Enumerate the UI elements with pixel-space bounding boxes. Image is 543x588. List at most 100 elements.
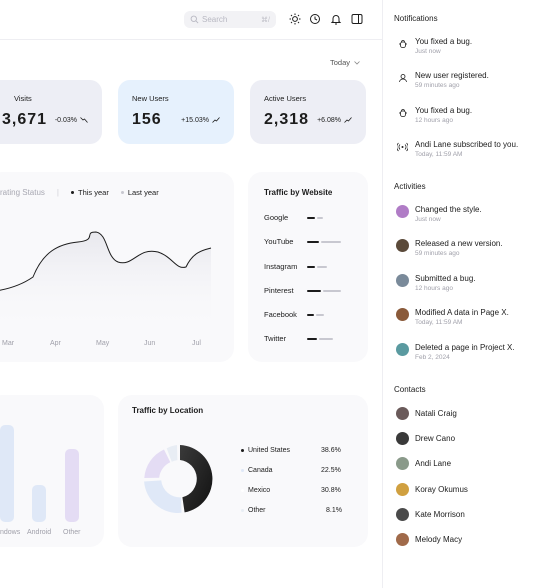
location-row: Mexico [241, 487, 270, 494]
website-bar-bg [319, 338, 333, 340]
website-bar-bg [317, 217, 323, 219]
stat-card-new-users: New Users 156 +15.03% [118, 80, 234, 144]
activity-text: Deleted a page in Project X. [415, 343, 515, 352]
website-label: Google [264, 213, 289, 222]
search-placeholder: Search [202, 15, 228, 24]
sidebar-toggle-icon[interactable] [351, 13, 363, 25]
area-this-year [0, 232, 211, 332]
top-bar: Search ⌘/ [0, 0, 382, 40]
legend-this-year: This year [78, 188, 109, 197]
website-bar [307, 241, 319, 243]
contact-item[interactable]: Koray Okumus [396, 483, 468, 496]
activity-item[interactable]: Modified A data in Page X. Today, 11:59 A… [396, 308, 541, 327]
trend-up-icon [344, 117, 352, 123]
operating-status-header: rating Status | This year Last year [0, 188, 159, 197]
bell-icon[interactable] [330, 13, 342, 25]
stat-card-visits: Visits 3,671 -0.03% [0, 80, 102, 144]
traffic-by-device-panel [0, 395, 104, 547]
donut-slice-united-states [180, 445, 213, 513]
stat-value: 3,671 [2, 111, 48, 128]
period-select[interactable]: Today [330, 58, 360, 67]
user-icon [396, 71, 409, 84]
activity-text: Modified A data in Page X. [415, 308, 509, 317]
location-name: Canada [248, 467, 273, 474]
stat-value: 156 [132, 111, 162, 128]
location-row: Other [241, 507, 266, 514]
activity-item[interactable]: Changed the style. Just now [396, 205, 541, 224]
search-input[interactable]: Search ⌘/ [184, 11, 276, 28]
avatar [396, 508, 409, 521]
stat-label: Active Users [264, 94, 307, 103]
sun-icon[interactable] [289, 13, 301, 25]
activity-text: Submitted a bug. [415, 274, 476, 283]
traffic-by-location-panel: Traffic by Location United States Canada… [118, 395, 368, 547]
website-label: Instagram [264, 262, 298, 271]
activity-item[interactable]: Submitted a bug. 12 hours ago [396, 274, 541, 293]
website-bar [307, 266, 315, 268]
stat-card-active-users: Active Users 2,318 +6.08% [250, 80, 366, 144]
legend-dot [241, 449, 244, 452]
legend-dot [241, 469, 244, 472]
donut-slice-mexico [144, 480, 182, 513]
legend-dot-last-year [120, 191, 124, 194]
stat-change: +6.08% [317, 117, 352, 124]
stat-label: Visits [14, 94, 32, 103]
notification-item[interactable]: New user registered. 59 minutes ago [396, 71, 541, 90]
avatar [396, 483, 409, 496]
operating-status-line-chart [0, 231, 212, 332]
contact-name: Andi Lane [415, 459, 452, 468]
history-icon[interactable] [309, 13, 321, 25]
location-row: Canada [241, 467, 273, 474]
operating-status-panel: rating Status | This year Last year Mar … [0, 172, 234, 362]
contact-item[interactable]: Drew Cano [396, 432, 455, 445]
contact-name: Kate Morrison [415, 510, 465, 519]
notification-text: You fixed a bug. [415, 106, 473, 115]
search-icon [190, 15, 199, 24]
location-name: Mexico [248, 487, 271, 494]
x-tick: Apr [50, 340, 61, 347]
activity-text: Changed the style. [415, 205, 482, 214]
website-bar-bg [316, 314, 324, 316]
avatar [396, 407, 409, 420]
avatar [396, 457, 409, 470]
avatar [396, 205, 409, 218]
avatar [396, 533, 409, 546]
activity-time: 12 hours ago [415, 285, 453, 292]
notification-time: 59 minutes ago [415, 82, 460, 89]
notification-item[interactable]: You fixed a bug. Just now [396, 37, 541, 56]
website-bar [307, 290, 321, 292]
device-label: Other [63, 529, 81, 536]
notification-item[interactable]: You fixed a bug. 12 hours ago [396, 106, 541, 125]
website-label: YouTube [264, 237, 294, 246]
notification-item[interactable]: Andi Lane subscribed to you. Today, 11:59… [396, 140, 541, 159]
location-pct: 38.6% [321, 447, 341, 454]
device-bar [0, 425, 14, 522]
avatar [396, 239, 409, 252]
activity-time: Just now [415, 216, 441, 223]
activity-text: Released a new version. [415, 239, 503, 248]
activity-item[interactable]: Released a new version. 59 minutes ago [396, 239, 541, 258]
avatar [396, 274, 409, 287]
x-tick: May [96, 340, 110, 347]
stat-change-text: +6.08% [317, 116, 341, 124]
website-bar [307, 217, 315, 219]
stat-change: -0.03% [55, 117, 88, 124]
traffic-by-website-title: Traffic by Website [264, 188, 333, 197]
contact-item[interactable]: Melody Macy [396, 533, 462, 546]
x-tick: Mar [2, 340, 15, 347]
contact-item[interactable]: Andi Lane [396, 457, 451, 470]
website-bar [307, 338, 317, 340]
contact-name: Melody Macy [415, 535, 463, 544]
broadcast-icon [396, 140, 409, 153]
contact-item[interactable]: Kate Morrison [396, 508, 465, 521]
avatar [396, 432, 409, 445]
stat-change-text: -0.03% [54, 116, 77, 124]
contact-item[interactable]: Natali Craig [396, 407, 457, 420]
website-bar-bg [323, 290, 341, 292]
period-label: Today [330, 58, 351, 67]
activity-item[interactable]: Deleted a page in Project X. Feb 2, 2024 [396, 343, 541, 362]
donut-slice-other [166, 445, 178, 462]
line-this-year [0, 231, 212, 291]
bug-icon [396, 37, 409, 50]
avatar [396, 308, 409, 321]
